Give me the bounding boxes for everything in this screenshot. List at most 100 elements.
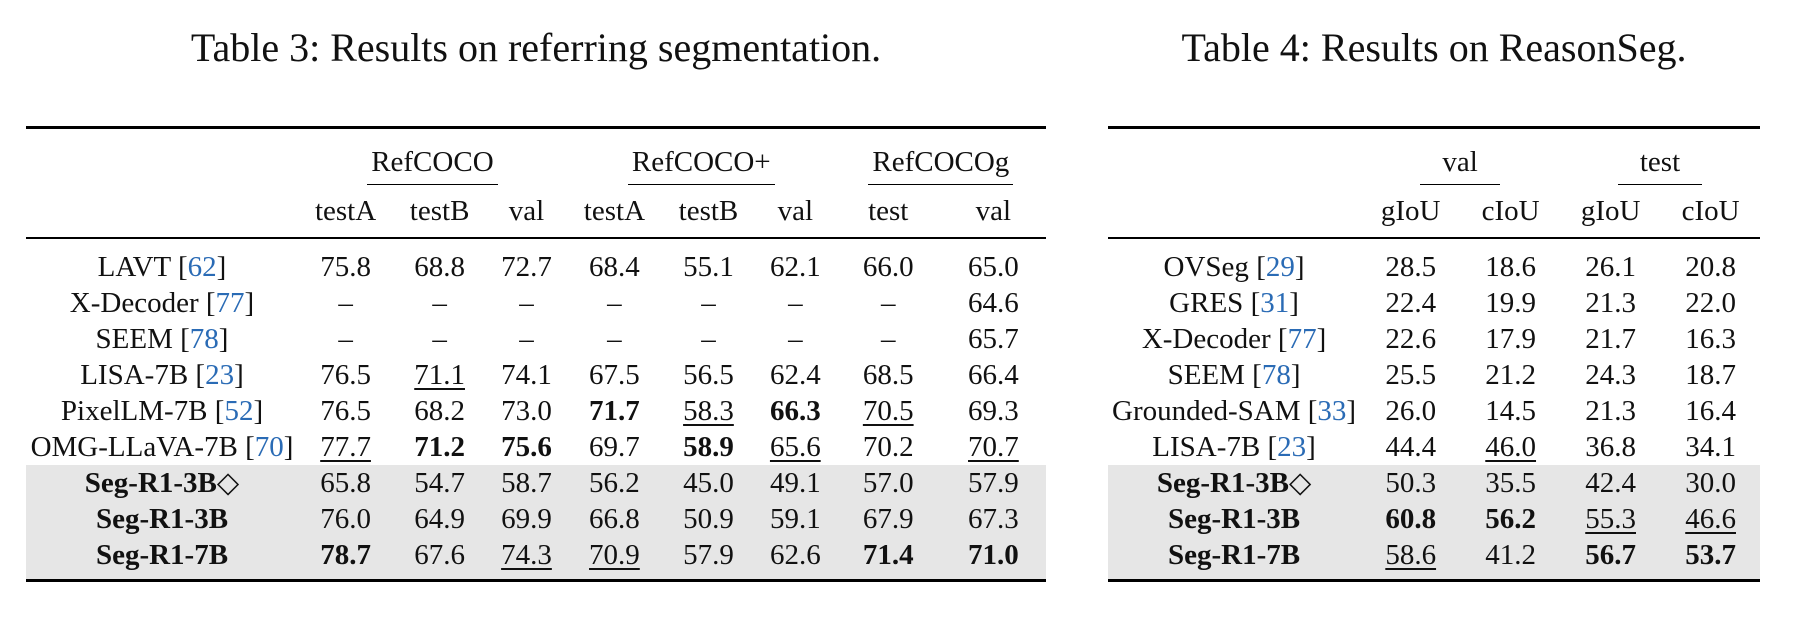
value-cell: – — [662, 321, 755, 357]
col-header: test — [835, 185, 941, 239]
value-cell: 78.7 — [298, 537, 394, 573]
citation-link[interactable]: 33 — [1317, 395, 1347, 427]
table4-rows: OVSeg [29] 28.5 18.6 26.1 20.8 GRES [31] 22.4 1… — [1108, 249, 1760, 582]
value: 28.5 — [1385, 251, 1437, 283]
blank-header-cell — [1108, 139, 1360, 185]
bottom-rule-cell — [1108, 573, 1760, 582]
value-cell: 19.9 — [1461, 285, 1560, 321]
citation-link[interactable]: 77 — [1287, 323, 1317, 355]
bottom-rule — [26, 573, 1046, 582]
value: 22.4 — [1385, 287, 1437, 319]
proposed-method-row: Seg-R1-3B 76.0 64.9 69.9 66.8 50.9 59.1 67.9 67.… — [26, 501, 1046, 537]
value-cell: 69.9 — [486, 501, 567, 537]
value: – — [880, 287, 896, 319]
value-cell: – — [486, 321, 567, 357]
group-label: RefCOCO — [367, 144, 498, 185]
value: 22.0 — [1685, 287, 1736, 319]
blank-header-cell — [26, 185, 298, 239]
value-cell: 71.2 — [393, 429, 486, 465]
col-header: gIoU — [1360, 185, 1462, 239]
citation-link[interactable]: 70 — [254, 431, 284, 463]
value: 41.2 — [1485, 539, 1537, 571]
citation-link[interactable]: 23 — [1277, 431, 1307, 463]
value-cell: 70.9 — [566, 537, 662, 573]
method-name: X-Decoder — [69, 287, 199, 319]
citation-link[interactable]: 52 — [224, 395, 254, 427]
value: 74.1 — [501, 359, 552, 391]
best-value: 60.8 — [1385, 503, 1437, 535]
value-cell: – — [298, 321, 393, 357]
value-cell: 77.7 — [298, 429, 393, 465]
value: 16.3 — [1685, 323, 1736, 355]
value: 75.8 — [320, 251, 371, 283]
value-cell: 21.2 — [1461, 357, 1560, 393]
value: 59.1 — [769, 503, 821, 535]
value-cell: 50.3 — [1360, 465, 1462, 501]
best-value: 56.7 — [1585, 539, 1636, 571]
value-cell: – — [836, 285, 941, 321]
citation-link[interactable]: 62 — [187, 251, 217, 283]
method-name: Seg-R1-3B◇ — [1156, 467, 1312, 499]
method-name: Seg-R1-3B — [95, 503, 229, 535]
col-header: testB — [393, 185, 487, 239]
value-cell: 35.5 — [1461, 465, 1561, 501]
value: 67.9 — [862, 503, 914, 535]
group-label: test — [1617, 144, 1703, 185]
value-cell: 18.6 — [1461, 249, 1560, 285]
value-cell: 56.7 — [1560, 537, 1662, 573]
value-cell: 76.0 — [298, 501, 394, 537]
value: 73.0 — [501, 395, 552, 427]
value-cell: 20.8 — [1661, 249, 1760, 285]
value-cell: – — [755, 285, 836, 321]
value-cell: 71.7 — [567, 393, 662, 429]
value-cell: 68.2 — [393, 393, 486, 429]
method-name: Seg-R1-7B — [95, 539, 229, 571]
value-cell: 64.9 — [393, 501, 487, 537]
value-cell: 34.1 — [1661, 429, 1760, 465]
citation-link[interactable]: 77 — [215, 287, 245, 319]
value: 57.9 — [683, 539, 734, 571]
value-cell: 18.7 — [1661, 357, 1760, 393]
best-value: 71.4 — [862, 539, 914, 571]
value-cell: 71.1 — [393, 357, 486, 393]
bottom-rule — [1108, 573, 1760, 582]
value-cell: 66.8 — [566, 501, 662, 537]
value: – — [432, 287, 447, 319]
citation-link[interactable]: 29 — [1265, 251, 1295, 283]
value: 45.0 — [683, 467, 734, 499]
value-cell: 22.4 — [1360, 285, 1461, 321]
value: 56.5 — [683, 359, 734, 391]
best-value: 58.9 — [683, 431, 734, 463]
table3-body: RefCOCO RefCOCO+ RefCOCOg testA testB va… — [26, 126, 1046, 250]
value: 68.5 — [862, 359, 914, 391]
best-value: 71.2 — [414, 431, 465, 463]
value: – — [432, 323, 447, 355]
value: – — [788, 287, 803, 319]
value-cell: 41.2 — [1461, 537, 1561, 573]
second-best-value: 55.3 — [1585, 503, 1636, 535]
value: – — [788, 323, 803, 355]
method-name: PixelLM-7B — [60, 395, 208, 427]
method-name: Seg-R1-3B — [1167, 503, 1301, 535]
value: 64.6 — [968, 287, 1019, 319]
best-value: 75.6 — [501, 431, 552, 463]
second-best-value: 46.0 — [1485, 431, 1537, 463]
value-cell: 65.0 — [941, 249, 1046, 285]
method-name-cell: SEEM [78] — [1167, 359, 1301, 391]
value-cell: 65.6 — [755, 429, 836, 465]
value-cell: 67.9 — [835, 501, 941, 537]
citation-link[interactable]: 78 — [189, 323, 219, 355]
value-cell: 21.7 — [1560, 321, 1661, 357]
second-best-value: 70.5 — [862, 395, 914, 427]
top-rule — [26, 126, 1046, 139]
value-cell: 62.6 — [754, 537, 836, 573]
value: 67.5 — [589, 359, 640, 391]
value-cell: 54.7 — [393, 465, 487, 501]
spacer-row — [1108, 238, 1760, 249]
citation-link[interactable]: 23 — [205, 359, 235, 391]
value-cell: 25.5 — [1360, 357, 1461, 393]
method-name-cell: LAVT [62] — [97, 251, 227, 283]
citation-link[interactable]: 31 — [1260, 287, 1290, 319]
citation-link[interactable]: 78 — [1261, 359, 1291, 391]
col-header: cIoU — [1461, 185, 1561, 239]
